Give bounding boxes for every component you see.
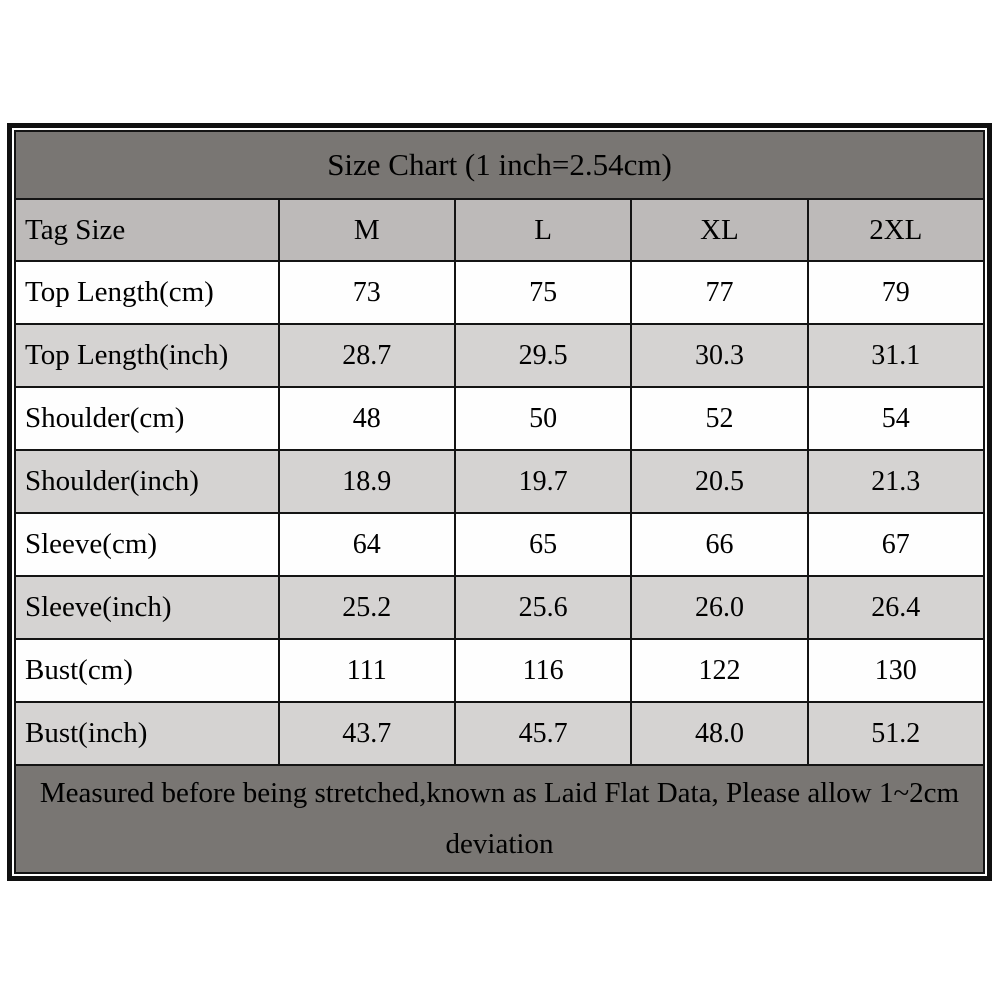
- cell-value: 111: [277, 638, 456, 703]
- header-tag-size: Tag Size: [14, 198, 280, 262]
- cell-value: 29.5: [453, 323, 633, 388]
- cell-value: 48: [277, 386, 456, 451]
- row-label: Top Length(cm): [14, 260, 280, 325]
- header-size-m: M: [277, 198, 456, 262]
- size-chart-frame: Size Chart (1 inch=2.54cm) Tag Size M L …: [7, 123, 992, 881]
- row-label: Sleeve(cm): [14, 512, 280, 577]
- title-row: Size Chart (1 inch=2.54cm): [14, 130, 985, 200]
- cell-value: 18.9: [277, 449, 456, 514]
- chart-title: Size Chart (1 inch=2.54cm): [14, 130, 985, 200]
- cell-value: 31.1: [806, 323, 986, 388]
- table-row: Bust(cm) 111 116 122 130: [14, 638, 986, 703]
- cell-value: 26.4: [806, 575, 986, 640]
- cell-value: 77: [630, 260, 809, 325]
- row-label: Sleeve(inch): [14, 575, 280, 640]
- cell-value: 20.5: [630, 449, 809, 514]
- measurement-rows: Top Length(cm) 73 75 77 79 Top Length(in…: [14, 260, 986, 766]
- table-row: Sleeve(inch) 25.2 25.6 26.0 26.4: [14, 575, 986, 640]
- header-size-2xl: 2XL: [806, 198, 986, 262]
- cell-value: 51.2: [806, 701, 986, 766]
- row-label: Bust(cm): [14, 638, 280, 703]
- cell-value: 67: [806, 512, 986, 577]
- cell-value: 54: [806, 386, 986, 451]
- cell-value: 28.7: [277, 323, 456, 388]
- cell-value: 43.7: [277, 701, 456, 766]
- table-row: Shoulder(cm) 48 50 52 54: [14, 386, 986, 451]
- cell-value: 130: [806, 638, 986, 703]
- table-row: Top Length(inch) 28.7 29.5 30.3 31.1: [14, 323, 986, 388]
- cell-value: 73: [277, 260, 456, 325]
- row-label: Top Length(inch): [14, 323, 280, 388]
- cell-value: 65: [453, 512, 633, 577]
- note-row: Measured before being stretched,known as…: [14, 764, 985, 874]
- table-row: Bust(inch) 43.7 45.7 48.0 51.2: [14, 701, 986, 766]
- cell-value: 25.2: [277, 575, 456, 640]
- table-row: Sleeve(cm) 64 65 66 67: [14, 512, 986, 577]
- table-row: Shoulder(inch) 18.9 19.7 20.5 21.3: [14, 449, 986, 514]
- cell-value: 122: [630, 638, 809, 703]
- cell-value: 50: [453, 386, 633, 451]
- cell-value: 48.0: [630, 701, 809, 766]
- cell-value: 75: [453, 260, 633, 325]
- cell-value: 116: [453, 638, 633, 703]
- cell-value: 52: [630, 386, 809, 451]
- cell-value: 19.7: [453, 449, 633, 514]
- cell-value: 21.3: [806, 449, 986, 514]
- row-label: Shoulder(cm): [14, 386, 280, 451]
- cell-value: 26.0: [630, 575, 809, 640]
- measurement-note: Measured before being stretched,known as…: [14, 764, 985, 874]
- size-chart-table: Size Chart (1 inch=2.54cm) Tag Size M L …: [14, 130, 986, 874]
- cell-value: 79: [806, 260, 986, 325]
- table-row: Top Length(cm) 73 75 77 79: [14, 260, 986, 325]
- row-label: Bust(inch): [14, 701, 280, 766]
- row-label: Shoulder(inch): [14, 449, 280, 514]
- header-size-l: L: [453, 198, 633, 262]
- header-size-xl: XL: [630, 198, 809, 262]
- cell-value: 30.3: [630, 323, 809, 388]
- cell-value: 45.7: [453, 701, 633, 766]
- header-row: Tag Size M L XL 2XL: [14, 198, 986, 262]
- cell-value: 64: [277, 512, 456, 577]
- cell-value: 25.6: [453, 575, 633, 640]
- cell-value: 66: [630, 512, 809, 577]
